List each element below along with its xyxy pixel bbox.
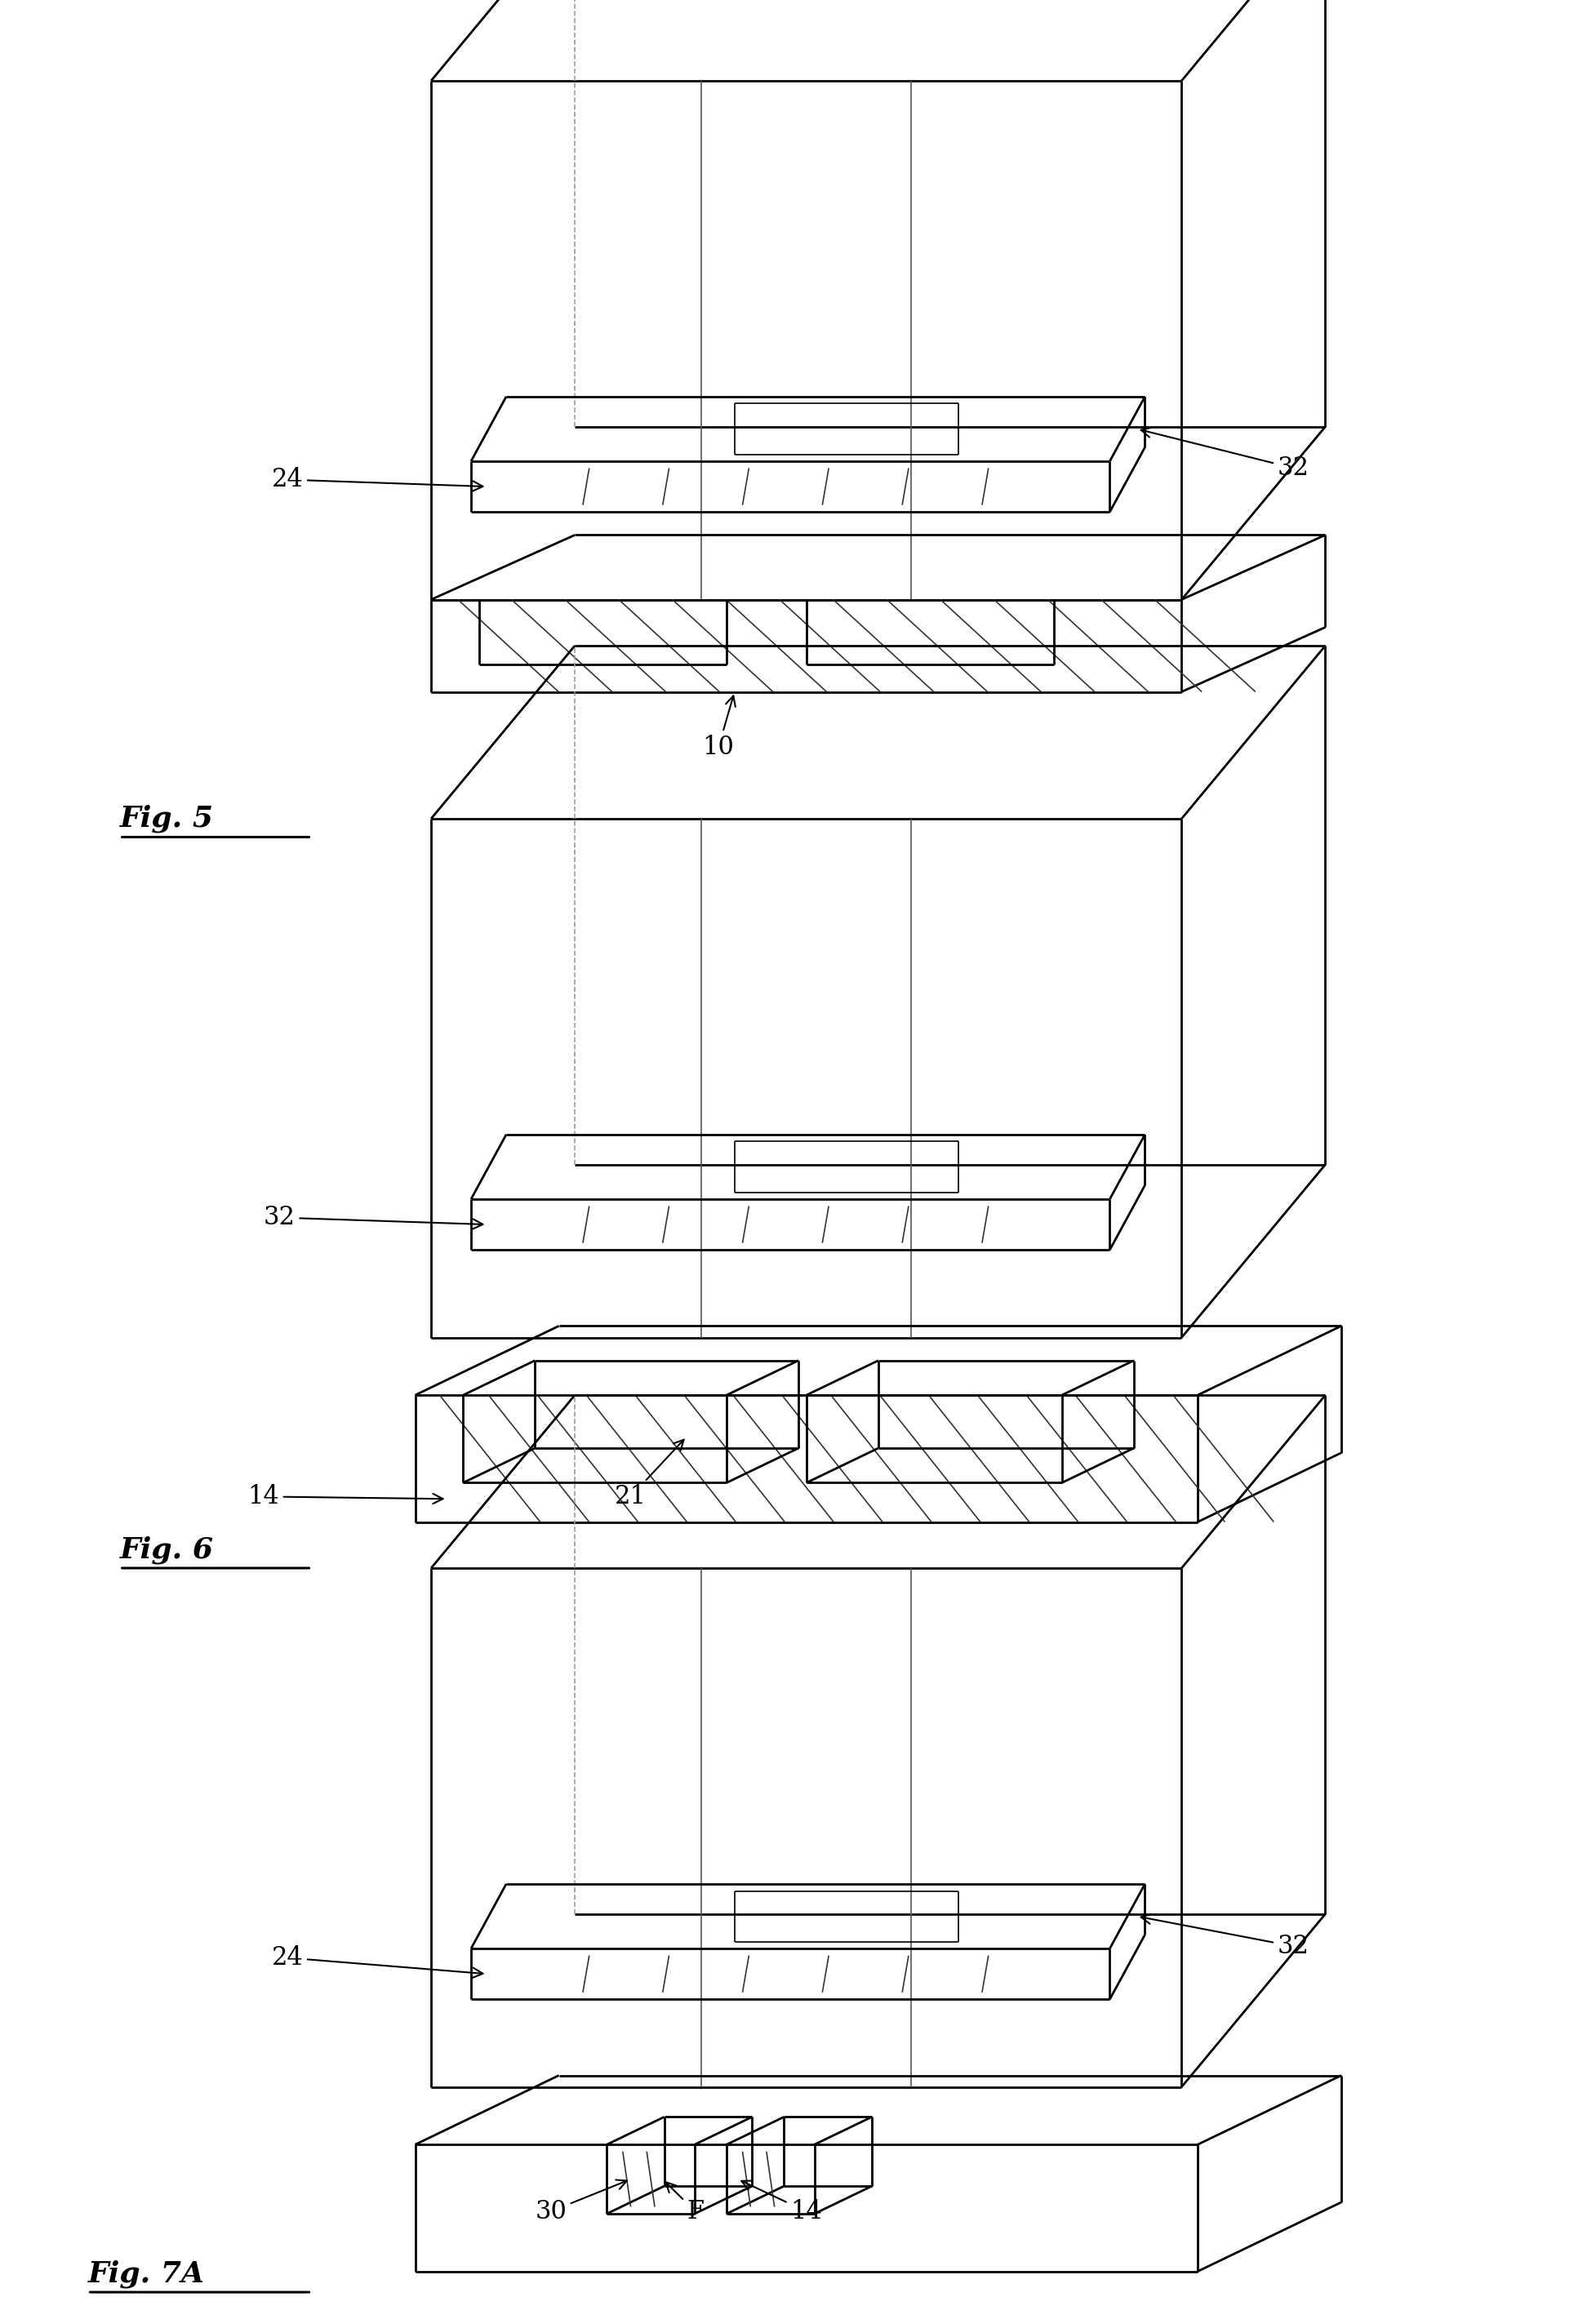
Text: Fig. 6: Fig. 6 <box>120 1536 214 1563</box>
Text: 21: 21 <box>614 1439 683 1508</box>
Text: 14: 14 <box>247 1485 442 1508</box>
Text: 24: 24 <box>271 1946 482 1979</box>
Text: 14: 14 <box>741 2181 822 2223</box>
Text: 32: 32 <box>263 1206 482 1229</box>
Text: F: F <box>666 2181 704 2223</box>
Text: Fig. 7A: Fig. 7A <box>88 2260 204 2288</box>
Text: 10: 10 <box>702 696 736 759</box>
Text: Fig. 5: Fig. 5 <box>120 805 214 832</box>
Text: 24: 24 <box>271 468 482 491</box>
Text: 30: 30 <box>535 2179 627 2223</box>
Text: 32: 32 <box>1141 427 1309 480</box>
Text: 32: 32 <box>1141 1914 1309 1958</box>
